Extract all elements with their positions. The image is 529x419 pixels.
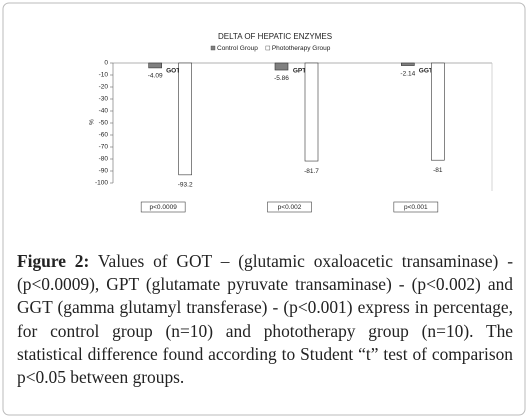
bar [274, 62, 289, 71]
bar [148, 62, 162, 69]
y-tick-label: -90 [99, 168, 109, 175]
bar [401, 62, 415, 66]
legend-swatch [265, 45, 271, 51]
caption: Figure 2: Values of GOT – (glutamic oxal… [17, 250, 513, 389]
category-label: GGT [419, 68, 433, 75]
frame [2, 2, 526, 416]
value-label: -5.86 [274, 75, 289, 82]
y-tick-label: -10 [99, 72, 109, 79]
legend-swatch [210, 45, 216, 51]
bar [178, 62, 192, 176]
legend-label: Control Group [217, 45, 258, 52]
y-tick-label: -60 [99, 132, 109, 139]
chart-title: DELTA OF HEPATIC ENZYMES [218, 32, 332, 41]
caption-text: Values of GOT – (glutamic oxaloacetic tr… [17, 251, 513, 388]
y-tick-label: -30 [99, 96, 109, 103]
legend-label: Phototherapy Group [272, 45, 331, 52]
bar [304, 62, 319, 162]
value-label: -2.14 [400, 70, 415, 77]
y-tick-label: -50 [99, 120, 109, 127]
annotation: p<0.002 [278, 204, 302, 211]
y-axis-label: % [89, 119, 96, 125]
value-label: -93.2 [178, 182, 193, 189]
annotation: p<0.001 [404, 204, 428, 211]
value-label: -81.7 [304, 168, 319, 175]
annotation-box [267, 201, 312, 213]
y-tick-label: -100 [95, 180, 108, 187]
annotation-box [140, 201, 186, 213]
value-label: -4.09 [148, 73, 163, 80]
y-tick-label: -70 [99, 144, 109, 151]
y-tick-label: 0 [104, 60, 108, 67]
annotation-box [393, 201, 439, 213]
y-tick-label: -20 [99, 84, 109, 91]
category-label: GPT [293, 68, 306, 75]
bar [431, 62, 445, 161]
y-tick-label: -40 [99, 108, 109, 115]
value-label: -81 [433, 167, 443, 174]
category-label: GOT [166, 68, 180, 75]
y-tick-label: -80 [99, 156, 109, 163]
caption-label: Figure 2: [17, 251, 90, 271]
annotation: p<0.0009 [150, 204, 178, 211]
